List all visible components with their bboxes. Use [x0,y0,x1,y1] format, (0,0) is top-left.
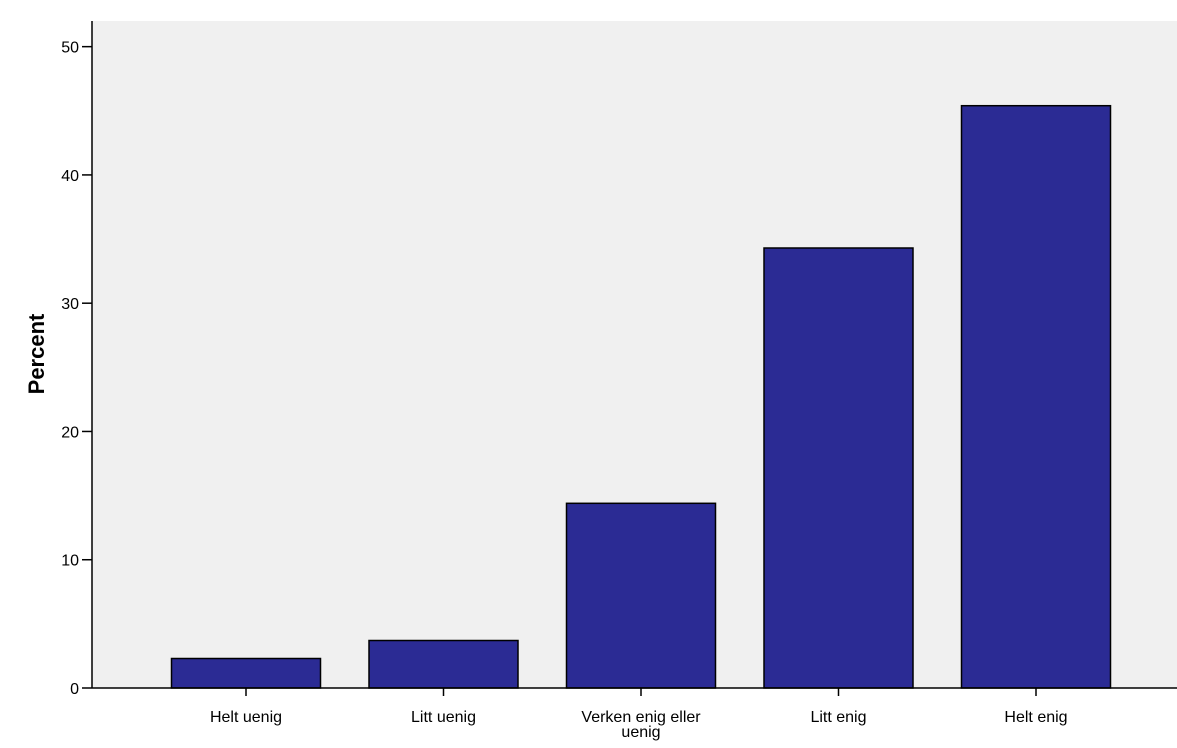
x-axis: Helt uenig Litt uenig Verken enig eller uen… [92,687,1177,741]
bars-group [170,104,1112,689]
y-tick-label: 50 [61,40,79,57]
x-tick-label: Verken enig eller uenig [581,709,701,741]
x-tick-label: Helt enig [1004,709,1067,726]
x-tick-label: Litt enig [810,709,866,726]
x-tick-label: Litt uenig [411,709,476,726]
x-tick-label-line: Litt enig [810,709,866,726]
bar-4 [763,247,914,689]
y-axis: 0 10 20 30 40 50 [61,21,93,698]
x-tick-label-line: Helt uenig [210,709,282,726]
y-tick-label: 10 [61,553,79,570]
bar-1 [170,657,322,689]
bar-3 [565,502,717,689]
x-tick-label: Helt uenig [210,709,282,726]
x-tick-label-line: Verken enig eller [581,709,701,726]
bar-5 [960,104,1112,689]
y-tick-label: 20 [61,424,79,441]
x-tick-label-line: Helt enig [1004,709,1067,726]
y-tick-label: 40 [61,168,79,185]
y-tick-label: 30 [61,296,79,313]
bar-2 [368,639,519,689]
x-tick-label-line: uenig [621,724,660,741]
y-axis-title: Percent [24,313,49,394]
x-tick-label-line: Litt uenig [411,709,476,726]
y-tick-label: 0 [70,681,79,698]
